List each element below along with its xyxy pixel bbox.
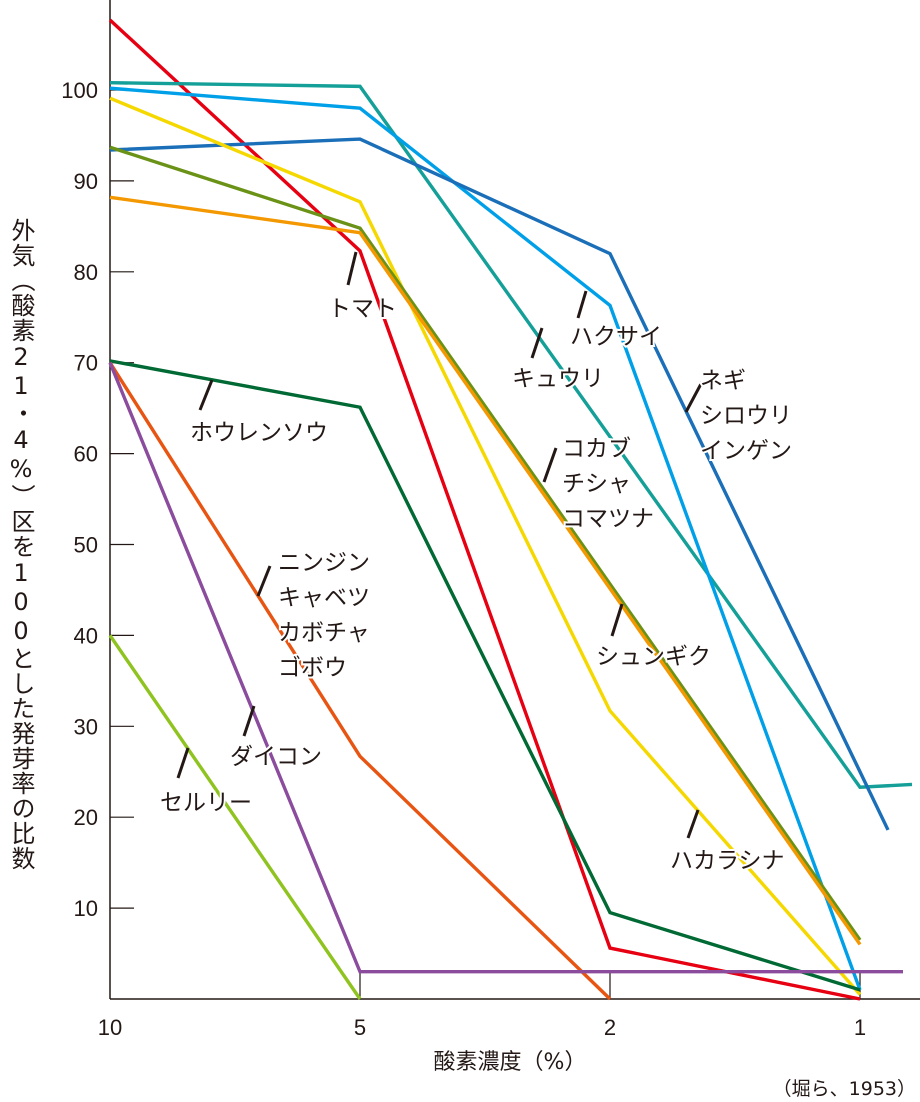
series-line-5 bbox=[109, 96, 862, 996]
y-tick-label: 40 bbox=[74, 623, 98, 648]
y-tick-label: 100 bbox=[61, 78, 98, 103]
y-tick-label: 50 bbox=[74, 533, 98, 558]
annotation-label: ゴボウ bbox=[278, 655, 347, 681]
x-axis-label: 酸素濃度（%） bbox=[433, 1050, 587, 1075]
series-line-7 bbox=[109, 195, 862, 946]
annotation-label: セルリー bbox=[160, 790, 252, 816]
annotation-label: コカブ bbox=[562, 436, 631, 462]
series-line-9 bbox=[108, 361, 612, 1001]
source-citation: （堀ら、1953） bbox=[772, 1078, 916, 1100]
annotation-label: ホウレンソウ bbox=[190, 420, 328, 446]
y-tick-label: 20 bbox=[74, 805, 98, 830]
series-line-10 bbox=[108, 362, 903, 974]
x-tick-label: 5 bbox=[354, 1015, 366, 1040]
series-line-4 bbox=[109, 137, 890, 831]
annotation-label: キュウリ bbox=[512, 366, 604, 392]
annotation-label: インゲン bbox=[700, 438, 792, 464]
annotation-leader-line bbox=[576, 290, 588, 319]
annotation-label: トマト bbox=[328, 296, 397, 322]
annotation-label: ニンジン bbox=[278, 550, 370, 576]
annotation-label: コマツナ bbox=[562, 506, 654, 532]
annotation-label: カボチャ bbox=[278, 620, 370, 646]
annotation-leader-line bbox=[242, 705, 256, 737]
annotation-label: ハカラシナ bbox=[670, 848, 785, 874]
annotation-label: シュンギク bbox=[596, 644, 711, 670]
x-tick-label: 10 bbox=[98, 1015, 122, 1040]
y-tick-label: 30 bbox=[74, 714, 98, 739]
annotation-leader-line bbox=[530, 327, 544, 359]
series-line-2 bbox=[109, 81, 913, 789]
annotation-label: ダイコン bbox=[230, 744, 322, 770]
series-line-1 bbox=[108, 18, 861, 1001]
annotation-label: ハクサイ bbox=[570, 324, 662, 350]
annotation-leader-line bbox=[176, 747, 190, 779]
annotation-leader-line bbox=[686, 809, 700, 839]
annotation-leader-line bbox=[610, 603, 624, 637]
annotation-label: ネギ bbox=[700, 368, 746, 394]
annotation-leader-line bbox=[542, 447, 558, 483]
annotation-label: キャベツ bbox=[278, 585, 370, 611]
annotation-label: チシャ bbox=[562, 471, 631, 497]
annotation-label: シロウリ bbox=[700, 403, 792, 429]
x-tick-label: 1 bbox=[854, 1015, 866, 1040]
x-tick-label: 2 bbox=[604, 1015, 616, 1040]
annotation-leader-line bbox=[256, 565, 272, 597]
y-tick-label: 90 bbox=[74, 169, 98, 194]
annotation-leader-line bbox=[198, 379, 214, 411]
y-axis-label: 外気（酸素21・4%）区を100とした発芽率の比数 bbox=[7, 218, 35, 871]
series-line-6 bbox=[109, 145, 862, 941]
y-tick-label: 80 bbox=[74, 260, 98, 285]
series-line-11 bbox=[108, 634, 362, 1000]
annotation-leader-line bbox=[684, 381, 704, 413]
annotation-leader-line bbox=[346, 251, 358, 286]
y-tick-label: 10 bbox=[74, 896, 98, 921]
series-line-3 bbox=[109, 86, 862, 991]
series-line-8 bbox=[109, 359, 861, 992]
y-tick-label: 70 bbox=[74, 351, 98, 376]
y-tick-label: 60 bbox=[74, 442, 98, 467]
